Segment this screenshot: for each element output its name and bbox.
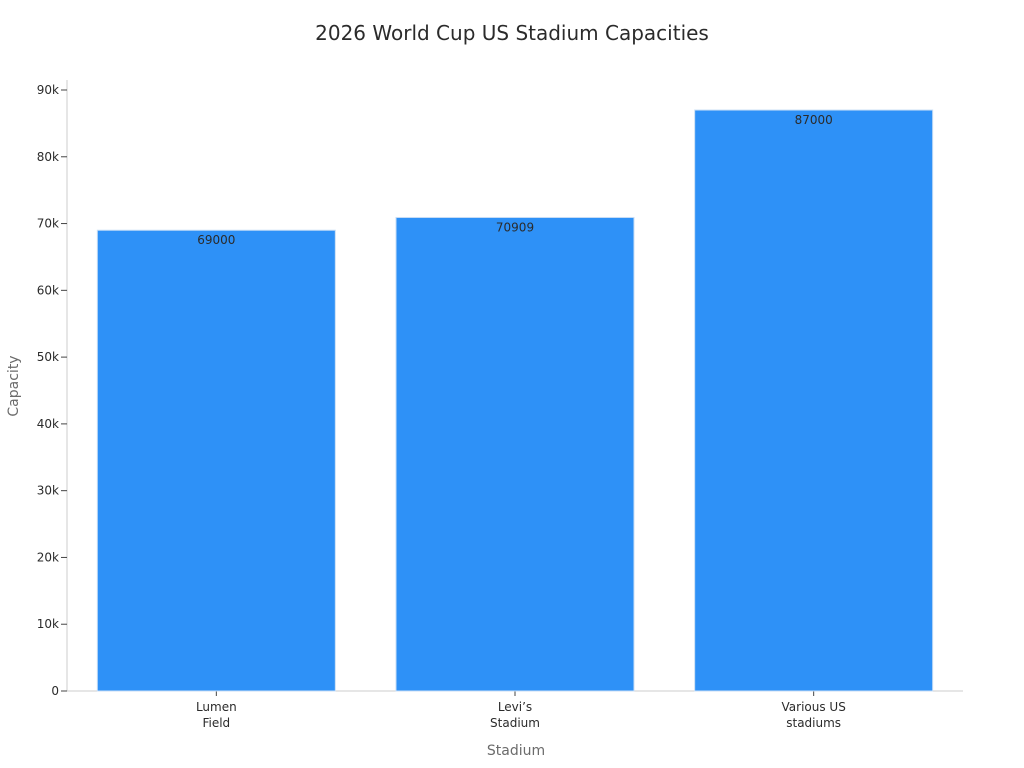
y-tick-label: 10k — [37, 617, 59, 631]
y-tick-label: 60k — [37, 283, 59, 297]
x-tick-label-line: Various US — [782, 700, 846, 714]
y-tick-label: 90k — [37, 83, 59, 97]
data-label-2: 87000 — [795, 113, 833, 127]
y-axis-title: Capacity — [6, 355, 22, 416]
axes: 0 10k 20k 30k 40k 50k 60k 70k 80k 90k Lumen Field Le… — [37, 80, 963, 730]
y-tick-label: 40k — [37, 417, 59, 431]
x-tick-label-line: stadiums — [786, 716, 841, 730]
bar-2 — [694, 109, 934, 692]
x-tick-label-line: Levi’s — [498, 700, 532, 714]
bars — [96, 109, 934, 692]
y-tick-label: 80k — [37, 150, 59, 164]
bar-1 — [395, 216, 635, 692]
labels: 69000 70909 87000 — [197, 113, 833, 247]
y-tick-label: 20k — [37, 550, 59, 564]
x-tick-label: Various US stadiums — [782, 700, 846, 730]
data-label-0: 69000 — [197, 233, 235, 247]
y-tick-label: 30k — [37, 484, 59, 498]
x-axis-title: Stadium — [487, 743, 545, 759]
x-tick-label: Levi’s Stadium — [490, 700, 540, 730]
data-label-1: 70909 — [496, 220, 534, 234]
y-tick-label: 70k — [37, 217, 59, 231]
x-tick-label-line: Field — [202, 716, 230, 730]
x-tick-label-line: Lumen — [196, 700, 237, 714]
x-tick-label-line: Stadium — [490, 716, 540, 730]
chart-title: 2026 World Cup US Stadium Capacities — [315, 21, 709, 45]
y-tick-label: 50k — [37, 350, 59, 364]
y-tick-label: 0 — [51, 684, 59, 698]
x-tick-label: Lumen Field — [196, 700, 237, 730]
bar-0 — [96, 229, 336, 692]
